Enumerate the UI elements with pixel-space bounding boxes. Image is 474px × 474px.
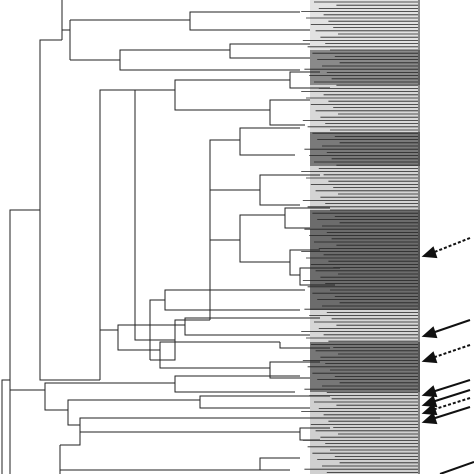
- dark-band: [310, 210, 420, 310]
- solid-arrow: [431, 406, 471, 420]
- light-band: [310, 310, 420, 342]
- arrow-head: [421, 385, 438, 398]
- dotted-arrow: [431, 344, 471, 359]
- arrows: [421, 237, 474, 474]
- dark-band: [310, 50, 420, 85]
- shading-column: [310, 0, 420, 474]
- tree-branches: [1, 0, 380, 474]
- light-band: [310, 392, 420, 474]
- dotted-arrow: [431, 237, 471, 254]
- solid-arrow: [431, 379, 471, 393]
- arrow-head: [421, 326, 438, 339]
- solid-arrow: [439, 461, 474, 474]
- solid-arrow: [431, 389, 471, 403]
- light-band: [310, 0, 420, 50]
- light-band: [310, 85, 420, 132]
- leaves: [301, 0, 420, 474]
- solid-arrow: [431, 319, 471, 334]
- arrow-head: [421, 351, 438, 364]
- arrow-head: [421, 412, 438, 425]
- dotted-arrow: [431, 397, 471, 411]
- arrow-head: [421, 403, 438, 416]
- arrow-head: [421, 246, 438, 259]
